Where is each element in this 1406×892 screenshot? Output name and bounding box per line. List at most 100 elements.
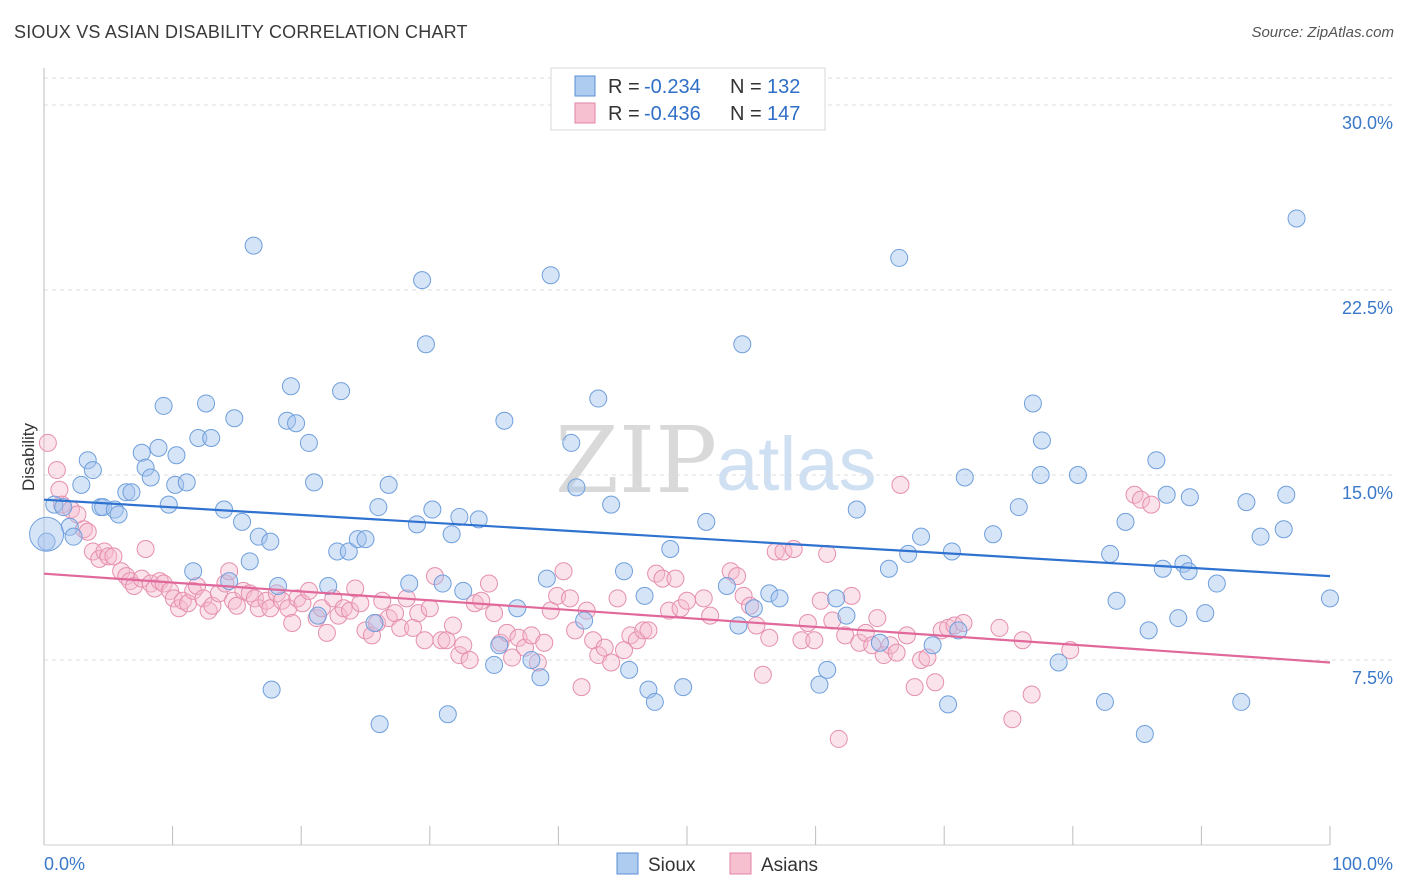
- asians-point: [891, 475, 910, 494]
- sioux-point: [645, 692, 664, 711]
- sioux-point: [984, 525, 1003, 544]
- asians-point: [614, 641, 633, 660]
- sioux-point: [837, 606, 856, 625]
- asians-point: [868, 609, 887, 628]
- sioux-point: [240, 552, 259, 571]
- asians-point: [627, 631, 646, 650]
- asians-point: [415, 631, 434, 650]
- sioux-point: [1169, 609, 1188, 628]
- sioux-point: [269, 577, 288, 595]
- asians-point: [734, 586, 753, 605]
- sioux-trend-line: [43, 498, 1331, 578]
- asians-point: [132, 569, 151, 588]
- asians-point: [842, 586, 861, 605]
- y-tick-label: 15.0%: [1342, 483, 1393, 503]
- sioux-point: [308, 606, 327, 625]
- asians-point: [317, 623, 336, 642]
- trend-layer: [43, 498, 1331, 664]
- asians-point: [391, 618, 410, 637]
- asians-point: [805, 631, 824, 650]
- sioux-point: [1031, 466, 1050, 484]
- sioux-point: [1135, 725, 1154, 743]
- legend-r-label-sioux: R =: [608, 76, 640, 98]
- sioux-point: [233, 512, 252, 531]
- legend-swatch-sioux: [574, 75, 596, 97]
- sioux-point: [370, 715, 389, 734]
- sioux-point: [1101, 544, 1120, 563]
- legend-n-value-asians: 147: [767, 103, 800, 125]
- sioux-point: [159, 495, 178, 514]
- asians-point: [1022, 685, 1041, 704]
- asians-point: [420, 599, 439, 618]
- sioux-point: [531, 668, 550, 687]
- asians-point: [443, 616, 462, 635]
- sioux-point: [485, 655, 504, 674]
- sioux-points: [29, 209, 1339, 743]
- asians-point: [926, 673, 945, 692]
- sioux-point: [939, 695, 958, 714]
- sioux-point: [244, 236, 263, 255]
- sioux-point: [281, 377, 300, 396]
- sioux-point: [490, 636, 509, 655]
- sioux-point: [890, 248, 909, 267]
- sioux-point: [189, 429, 208, 447]
- watermark-zip: ZIP: [555, 407, 717, 514]
- sioux-point: [537, 569, 556, 588]
- asians-point: [78, 522, 97, 541]
- asians-point: [1003, 710, 1022, 729]
- sioux-point: [413, 271, 432, 290]
- asians-trend-line: [43, 572, 1331, 664]
- sioux-point: [1032, 431, 1051, 450]
- legend-n-label-sioux: N =: [730, 76, 762, 98]
- sioux-point: [305, 473, 324, 492]
- asians-point: [454, 636, 473, 655]
- sioux-point: [416, 335, 435, 354]
- asians-point: [811, 591, 830, 610]
- sioux-point: [847, 500, 866, 519]
- sioux-point: [942, 542, 961, 561]
- sioux-point: [332, 382, 351, 401]
- sioux-point: [1107, 591, 1126, 610]
- asians-point: [373, 591, 392, 610]
- sioux-point: [1277, 485, 1296, 504]
- asians-point: [38, 433, 57, 452]
- asians-point: [541, 601, 560, 620]
- sioux-point: [602, 495, 621, 514]
- sioux-point: [1023, 394, 1042, 413]
- legend-r-label-asians: R =: [608, 103, 640, 125]
- sioux-point: [562, 433, 581, 452]
- asians-point: [554, 562, 573, 581]
- x-tick-label-max: 100.0%: [1332, 854, 1393, 874]
- asians-point: [990, 618, 1009, 637]
- sioux-point: [955, 468, 974, 487]
- sioux-point: [319, 577, 338, 595]
- legend-n-label-asians: N =: [730, 103, 762, 125]
- asians-point: [905, 678, 924, 697]
- series-legend-swatch-asians: [729, 852, 752, 875]
- sioux-point: [167, 446, 186, 465]
- asians-point: [595, 638, 614, 657]
- sioux-point: [369, 498, 388, 517]
- sioux-point: [379, 475, 398, 494]
- sioux-point: [1321, 589, 1339, 608]
- sioux-point: [760, 584, 779, 603]
- sioux-point: [149, 438, 168, 457]
- sioux-point: [365, 614, 384, 632]
- sioux-point: [879, 559, 898, 578]
- sioux-point: [674, 678, 693, 697]
- sioux-point: [117, 483, 136, 502]
- sioux-point: [166, 475, 185, 494]
- sioux-point: [64, 527, 83, 546]
- series-legend-label-asians: Asians: [761, 855, 818, 876]
- asians-point: [560, 589, 579, 608]
- sioux-point: [184, 562, 203, 581]
- sioux-point: [567, 478, 586, 497]
- sioux-point: [60, 517, 79, 536]
- sioux-point: [1237, 493, 1256, 512]
- sioux-point: [72, 475, 91, 494]
- sioux-point: [522, 651, 541, 669]
- asians-point: [485, 604, 504, 623]
- sioux-point: [733, 335, 752, 354]
- sioux-point: [1196, 604, 1215, 623]
- tick-labels: 7.5% 15.0% 22.5% 30.0% 0.0% 100.0%: [44, 113, 1393, 874]
